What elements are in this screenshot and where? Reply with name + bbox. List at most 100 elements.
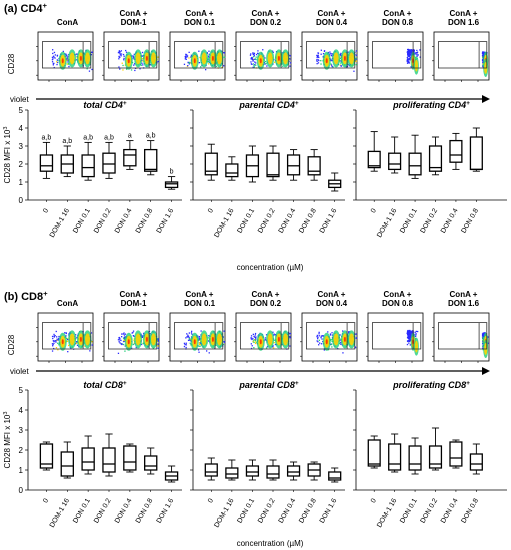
p0-flow-4-event: [328, 53, 331, 55]
p1-flow-0-event: [54, 335, 56, 337]
p1-chart-1-box: [307, 461, 321, 481]
p1-flow-1-event: [120, 339, 122, 342]
p0-flow-2-event: [190, 56, 192, 58]
p0-flow-5-core-hot: [414, 59, 418, 72]
p1-flow-0-core-hot: [69, 333, 75, 346]
p1-flow-1-core-hot: [151, 333, 156, 346]
p1-flow-6-event: [482, 341, 484, 344]
p1-flow-4-event: [318, 335, 320, 337]
p0-flow-3-event: [252, 53, 254, 56]
p1-flow-4-event: [355, 333, 357, 335]
p0-flow-3-core-hot: [283, 52, 288, 65]
p1-flow-4-event: [329, 334, 332, 336]
p1-flow-4-gate: [305, 322, 356, 350]
p1-chart-1-iqr: [328, 471, 342, 481]
p0-flow-1-event: [123, 55, 125, 57]
p0-chart-1-category-label: DOM-1 16: [213, 207, 235, 239]
p1-flow-2-event: [190, 344, 192, 346]
p1-flow-5-event: [415, 333, 417, 335]
p0-flow-0-core-hot: [69, 52, 75, 65]
p1-flow-2-event: [190, 332, 193, 334]
p0-flow-4-event: [332, 66, 334, 68]
p1-chart-1-title-sup: +: [295, 380, 299, 387]
flow-plot-label: DON 0.8: [382, 18, 414, 27]
p1-flow-4-core-hot: [349, 333, 354, 346]
p1-flow-4-event: [331, 334, 334, 336]
p0-flow-0-event: [52, 62, 54, 65]
p1-flow-0-event: [52, 345, 54, 347]
p0-flow-2-event: [223, 56, 226, 58]
p1-flow-1-event: [132, 331, 134, 334]
p0-flow-1-event: [142, 60, 144, 62]
p1-flow-4-event: [329, 333, 332, 335]
p1-flow-1-event: [157, 345, 159, 347]
p1-chart-1-category-label: DON 1.6: [319, 497, 339, 524]
p0-chart-1-title: parental CD4+: [238, 100, 299, 111]
p0-flow-1-event: [139, 68, 141, 70]
p0-flow-4-event: [320, 60, 322, 62]
p0-flow-3-event: [274, 61, 276, 63]
p1-flow-2-event: [208, 335, 210, 337]
p1-flow-4-event: [322, 340, 324, 343]
p0-chart-2-box: [428, 136, 443, 176]
p1-flow-2-event: [198, 336, 201, 338]
p1-chart-2-title-text: proliferating CD8: [392, 380, 466, 390]
p1-flow-4-event: [340, 343, 342, 345]
p0-flow-3-event: [262, 49, 264, 51]
p1-flow-0-event: [76, 344, 79, 346]
p0-chart-0-y-tick-label: 5: [19, 106, 24, 115]
p0-chart-1-box: [245, 145, 260, 183]
p0-flow-3-event: [266, 65, 268, 67]
p1-flow-5-event: [409, 338, 411, 340]
p0-flow-4-event: [318, 59, 320, 62]
p1-chart-2-box: [428, 427, 443, 471]
p1-flow-2-event: [200, 330, 202, 332]
p0-chart-2-title-text: proliferating CD4: [392, 100, 466, 110]
x-axis-label: concentration (µM): [237, 263, 304, 272]
p0-flow-1-events: [117, 49, 159, 72]
p0-chart-0-category-label: DOM-1 16: [49, 207, 71, 239]
p1-flow-3-event: [253, 339, 255, 341]
p0-flow-5-event: [407, 54, 409, 56]
p1-flow-0-event: [55, 341, 57, 343]
p0-flow-4-event: [331, 64, 333, 66]
p1-flow-1-event: [157, 338, 159, 340]
p1-flow-0-event: [58, 337, 60, 340]
p1-chart-2-category-label: DON 0.8: [460, 497, 480, 524]
p0-flow-1-event: [120, 53, 123, 55]
p1-flow-2-event: [198, 342, 201, 344]
p1-flow-1-event: [140, 343, 143, 346]
p0-flow-0-event: [65, 55, 67, 57]
p0-flow-2-core-peak: [211, 55, 214, 61]
p1-flow-3-event: [266, 346, 269, 348]
p0-flow-3-event: [257, 52, 259, 54]
p0-flow-6-event: [482, 51, 484, 54]
p0-flow-2-event: [186, 55, 189, 57]
p1-flow-1-event: [157, 340, 160, 342]
p1-flow-5-event: [406, 340, 409, 342]
p1-flow-0-event: [90, 332, 93, 334]
p0-flow-4-event: [353, 70, 355, 72]
p1-flow-0-event: [56, 336, 58, 338]
p1-flow-2-event: [208, 352, 210, 354]
p0-flow-4-event: [340, 54, 342, 57]
p0-chart-0-title: total CD4+: [83, 100, 127, 111]
p1-flow-1-event: [123, 332, 125, 334]
p0-flow-2-event: [208, 63, 210, 65]
p0-chart-0-category-label: DON 0.2: [93, 207, 113, 234]
p0-flow-1-event: [119, 68, 121, 70]
p0-flow-4-core-peak: [325, 58, 328, 64]
p1-flow-4-event: [340, 341, 342, 344]
p1-chart-0-iqr: [123, 445, 137, 471]
p1-flow-0-event: [52, 343, 54, 346]
p1-chart-1-box: [286, 461, 301, 481]
y-axis-label-exp: 3: [3, 412, 9, 415]
p1-flow-0-event: [53, 342, 55, 344]
p1-flow-5-event: [407, 332, 410, 334]
p1-flow-3-event: [254, 334, 256, 336]
p0-flow-5-event: [411, 50, 413, 52]
p0-flow-2-core-hot: [201, 52, 207, 65]
p1-flow-2-event: [183, 342, 186, 344]
p0-flow-3-event: [252, 59, 254, 61]
p0-flow-3-event: [255, 53, 258, 56]
